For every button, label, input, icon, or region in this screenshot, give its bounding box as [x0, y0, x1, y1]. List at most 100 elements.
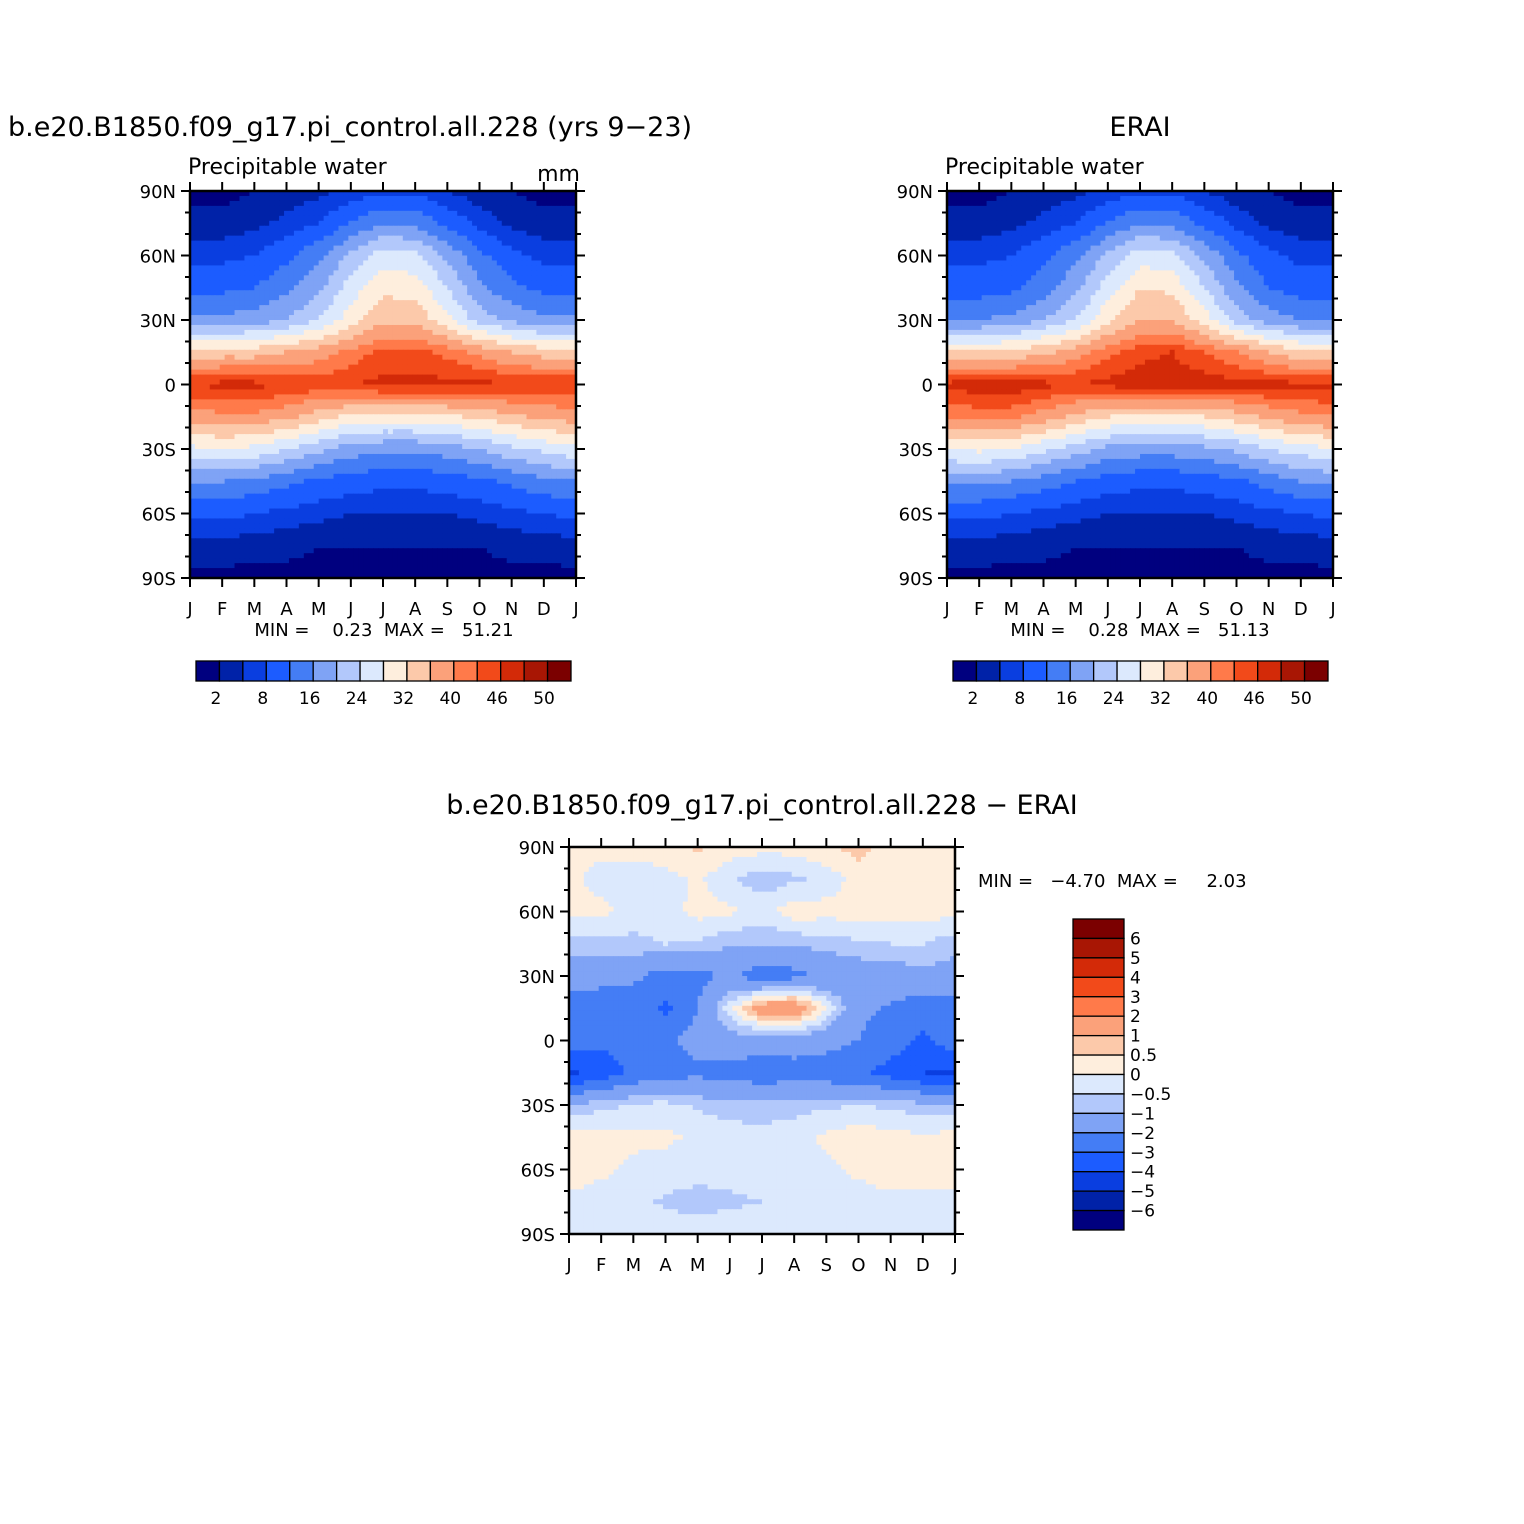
field-cell — [511, 488, 518, 495]
field-cell — [481, 220, 488, 227]
field-cell — [536, 255, 542, 262]
field-cell — [234, 240, 241, 247]
field-cell — [264, 434, 270, 440]
field-cell — [373, 453, 379, 460]
field-cell — [481, 240, 488, 247]
field-cell — [526, 225, 533, 232]
field-cell — [293, 245, 300, 252]
field-cell — [392, 329, 399, 336]
field-cell — [199, 220, 206, 227]
field-cell — [303, 230, 310, 237]
field-cell — [323, 374, 330, 381]
field-cell — [284, 483, 290, 490]
field-cell — [511, 453, 518, 460]
field-cell — [432, 399, 439, 405]
field-cell — [432, 320, 439, 326]
field-cell — [259, 493, 265, 500]
field-cell — [472, 429, 478, 435]
field-cell — [397, 369, 404, 376]
field-cell — [526, 270, 533, 276]
field-cell — [239, 270, 246, 276]
field-cell — [412, 449, 419, 455]
field-cell — [264, 349, 270, 356]
field-cell — [472, 210, 478, 217]
field-cell — [298, 275, 305, 281]
field-cell — [224, 434, 231, 440]
field-cell — [358, 354, 364, 361]
field-cell — [209, 324, 216, 331]
field-cell — [204, 210, 211, 217]
field-cell — [318, 275, 325, 281]
field-cell — [556, 429, 562, 435]
field-cell — [229, 290, 236, 296]
field-cell — [521, 260, 528, 267]
field-cell — [407, 434, 414, 440]
field-cell — [358, 399, 364, 405]
field-cell — [293, 339, 300, 346]
field-cell — [313, 414, 320, 420]
field-cell — [194, 414, 201, 420]
field-cell — [551, 369, 557, 376]
field-cell — [293, 329, 300, 336]
field-cell — [472, 384, 478, 391]
field-cell — [407, 230, 414, 237]
field-cell — [556, 260, 562, 267]
field-cell — [293, 250, 300, 257]
field-cell — [546, 275, 552, 281]
field-cell — [467, 434, 473, 440]
field-cell — [313, 245, 320, 252]
field-cell — [481, 394, 488, 400]
field-cell — [284, 315, 290, 321]
field-cell — [363, 250, 369, 257]
field-cell — [383, 344, 389, 351]
field-cell — [402, 195, 409, 202]
field-cell — [209, 493, 216, 500]
field-cell — [269, 339, 275, 346]
field-cell — [234, 498, 241, 505]
field-cell — [368, 250, 374, 257]
field-cell — [378, 463, 384, 470]
field-cell — [199, 250, 206, 257]
field-cell — [571, 245, 577, 252]
field-cell — [293, 483, 300, 490]
field-cell — [521, 349, 528, 356]
field-cell — [313, 349, 320, 356]
field-cell — [551, 344, 557, 351]
field-cell — [457, 191, 463, 197]
field-cell — [457, 424, 463, 430]
field-cell — [254, 419, 260, 425]
field-cell — [462, 384, 468, 391]
field-cell — [412, 389, 419, 396]
field-cell — [467, 458, 473, 465]
field-cell — [387, 498, 394, 505]
field-cell — [536, 195, 542, 202]
field-cell — [417, 488, 424, 495]
field-cell — [516, 493, 523, 500]
field-cell — [427, 334, 434, 341]
field-cell — [353, 394, 359, 400]
field-cell — [348, 305, 354, 311]
field-cell — [561, 364, 567, 371]
field-cell — [224, 195, 231, 202]
field-cell — [264, 394, 270, 400]
field-cell — [259, 498, 265, 505]
field-cell — [293, 354, 300, 361]
field-cell — [566, 320, 572, 326]
field-cell — [566, 195, 572, 202]
field-cell — [373, 235, 379, 242]
field-cell — [259, 235, 265, 242]
field-cell — [387, 265, 394, 271]
field-cell — [422, 354, 429, 361]
field-cell — [298, 488, 305, 495]
field-cell — [308, 434, 315, 440]
field-cell — [422, 404, 429, 410]
field-cell — [556, 493, 562, 500]
field-cell — [264, 498, 270, 505]
field-cell — [214, 364, 221, 371]
field-cell — [264, 419, 270, 425]
field-cell — [571, 429, 577, 435]
field-cell — [383, 354, 389, 361]
field-cell — [284, 195, 290, 202]
field-cell — [383, 250, 389, 257]
field-cell — [442, 195, 448, 202]
